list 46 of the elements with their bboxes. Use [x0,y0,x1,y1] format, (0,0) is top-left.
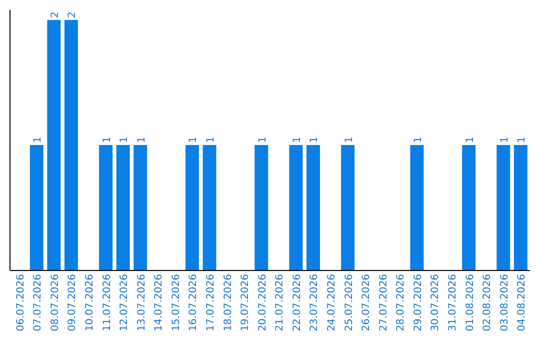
x-tick-label: 16.07.2026 [188,274,200,332]
x-tick-label: 21.07.2026 [274,274,286,332]
x-tick-label: 03.08.2026 [499,274,510,332]
x-tick-label: 20.07.2026 [257,274,268,332]
data-label: 1 [119,136,130,143]
data-label: 2 [67,12,78,18]
x-tick-label: 10.07.2026 [84,274,96,332]
x-tick-label: 26.07.2026 [361,274,372,332]
x-tick-label: 27.07.2026 [378,274,390,332]
data-label: 1 [188,136,200,143]
x-tick-label: 15.07.2026 [170,274,182,332]
data-label: 1 [292,136,303,143]
x-tick-label: 13.07.2026 [136,274,148,332]
data-label: 1 [32,136,44,143]
x-tick-label: 01.08.2026 [464,274,476,332]
data-label: 1 [499,136,510,143]
x-tick-label: 02.08.2026 [482,274,494,332]
data-label: 1 [516,136,528,143]
x-tick-label: 08.07.2026 [50,274,61,332]
data-label: 1 [309,136,320,143]
x-tick-label: 18.07.2026 [222,274,234,332]
x-tick-label: 04.08.2026 [516,274,528,332]
x-tick-label: 11.07.2026 [102,274,113,332]
data-label: 1 [136,136,148,143]
x-tick-label: 23.07.2026 [309,274,320,332]
x-tick-label: 30.07.2026 [430,274,442,332]
x-tick-label: 19.07.2026 [240,274,252,332]
data-label: 1 [464,136,476,143]
x-tick-label: 17.07.2026 [205,274,216,332]
data-label: 1 [412,136,424,143]
data-label: 2 [50,12,61,18]
data-label: 1 [344,136,355,143]
x-tick-label: 06.07.2026 [15,274,26,332]
data-label: 1 [257,136,268,143]
x-tick-label: 12.07.2026 [119,274,130,332]
data-label: 1 [205,136,216,143]
x-tick-label: 25.07.2026 [344,274,355,332]
x-tick-label: 31.07.2026 [448,274,459,332]
x-tick-label: 29.07.2026 [412,274,424,332]
x-tick-label: 28.07.2026 [396,274,407,332]
x-tick-label: 22.07.2026 [292,274,303,332]
x-tick-label: 09.07.2026 [67,274,78,332]
data-label: 1 [102,136,113,143]
x-tick-label: 07.07.2026 [32,274,44,332]
x-tick-label: 14.07.2026 [154,274,165,332]
x-tick-label: 24.07.2026 [326,274,338,332]
